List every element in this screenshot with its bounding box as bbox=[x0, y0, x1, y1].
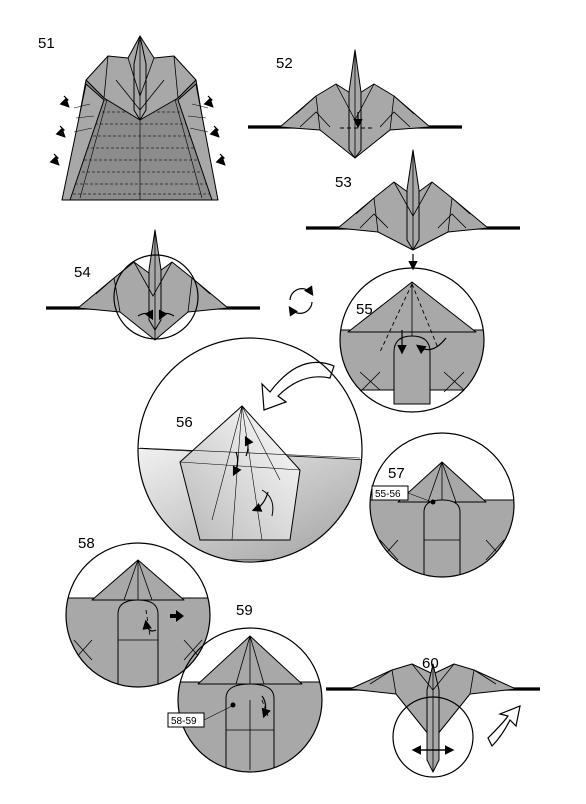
step-54: 54 bbox=[46, 229, 314, 341]
step-58-zoom-circle bbox=[65, 542, 211, 688]
step-51-left-strip bbox=[61, 83, 105, 201]
turn-over-arrow bbox=[487, 705, 521, 748]
step-54-zoom-circle bbox=[113, 254, 199, 340]
step-60: 60 bbox=[326, 655, 540, 778]
step-number: 52 bbox=[276, 55, 293, 72]
step-58-body bbox=[117, 599, 159, 687]
push-arrow bbox=[170, 610, 184, 622]
step-55-zoom-circle bbox=[339, 267, 485, 413]
step-59: 59 58-59 bbox=[167, 602, 323, 773]
fold-arrow bbox=[261, 361, 335, 411]
step-51: 51 bbox=[38, 35, 226, 201]
step-56: 56 bbox=[137, 337, 363, 563]
reference-label: 58-59 bbox=[171, 716, 197, 727]
step-55: 55 bbox=[339, 267, 485, 413]
step-52: 52 bbox=[248, 49, 462, 159]
step-number: 54 bbox=[74, 264, 91, 281]
step-57: 57 55-56 bbox=[369, 432, 515, 578]
step-number: 57 bbox=[388, 465, 405, 482]
step-number: 51 bbox=[38, 35, 55, 52]
step-51-right-strip bbox=[177, 83, 219, 201]
step-number: 60 bbox=[422, 655, 439, 672]
step-55-body bbox=[393, 335, 431, 405]
step-56-zoom-circle bbox=[137, 337, 363, 563]
step-59-zoom-circle bbox=[177, 627, 323, 773]
step-57-zoom-circle bbox=[369, 432, 515, 578]
step-53: 53 bbox=[306, 149, 520, 271]
step-number: 53 bbox=[335, 174, 352, 191]
step-58: 58 bbox=[65, 535, 211, 688]
step-number: 58 bbox=[78, 535, 95, 552]
step-number: 59 bbox=[236, 602, 253, 619]
pleat-arrow bbox=[49, 95, 226, 166]
rotate-icon bbox=[288, 285, 314, 317]
step-number: 55 bbox=[356, 301, 373, 318]
step-60-zoom-circle bbox=[392, 696, 474, 778]
reference-label: 55-56 bbox=[375, 489, 401, 500]
step-number: 56 bbox=[176, 414, 193, 431]
